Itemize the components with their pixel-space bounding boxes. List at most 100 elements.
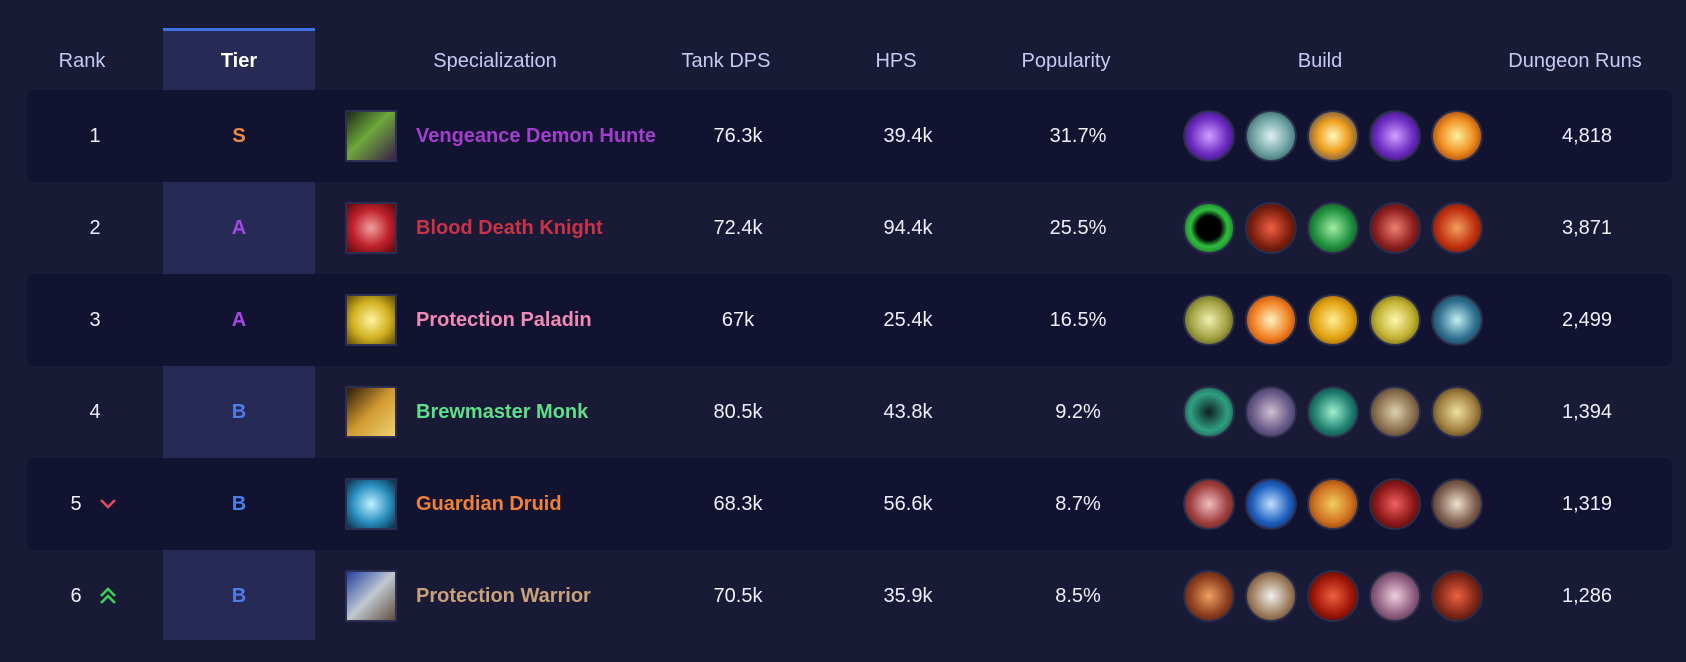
table-row[interactable]: 5 B Guardian Druid 68.3k 56.6k 8.7% 1,319 [27, 458, 1672, 550]
tank-dps-value: 68.3k [713, 492, 763, 515]
dungeon-runs-value: 1,319 [1561, 492, 1613, 515]
spell-burst-icon[interactable] [1307, 110, 1359, 162]
header-specialization[interactable]: Specialization [433, 50, 557, 72]
dungeon-runs-value: 2,499 [1561, 308, 1613, 331]
hps-value: 94.4k [883, 216, 933, 239]
table-row[interactable]: 3 A Protection Paladin 67k 25.4k 16.5% 2,499 [27, 274, 1672, 366]
holy-lion-icon[interactable] [1183, 294, 1235, 346]
jade-serpent-icon[interactable] [1307, 386, 1359, 438]
dark-elf-icon[interactable] [1369, 570, 1421, 622]
star-monk-icon[interactable] [1431, 386, 1483, 438]
jade-swirl-icon[interactable] [1183, 386, 1235, 438]
specialization-name[interactable]: Vengeance Demon Hunter [416, 124, 656, 147]
popularity-value: 31.7% [1049, 124, 1107, 147]
tank-dps-value: 70.5k [713, 584, 763, 607]
war-shout-icon[interactable] [1183, 570, 1235, 622]
protection-paladin-icon [345, 294, 397, 346]
rank-cell: 2 [27, 182, 163, 274]
header-popularity[interactable]: Popularity [1021, 50, 1111, 72]
shield-wall-icon[interactable] [1245, 570, 1297, 622]
green-portal-icon[interactable] [1183, 202, 1235, 254]
popularity-value: 25.5% [1049, 216, 1107, 239]
soul-sphere-icon[interactable] [1183, 110, 1235, 162]
blood-death-knight-icon [345, 202, 397, 254]
green-ghoul-icon[interactable] [1307, 202, 1359, 254]
vengeance-demon-hunter-icon [345, 110, 397, 162]
specialization-cell[interactable]: Blood Death Knight [345, 182, 685, 274]
table-row[interactable]: 4 B Brewmaster Monk 80.5k 43.8k 9.2% 1,394 [27, 366, 1672, 458]
table-row[interactable]: 6 B Protection Warrior 70.5k 35.9k 8.5% 1,286 [27, 550, 1672, 642]
golden-helm-icon[interactable] [1369, 294, 1421, 346]
bandaged-fist-icon[interactable] [1245, 386, 1297, 438]
header-tier[interactable]: Tier [220, 50, 258, 72]
stone-ox-icon[interactable] [1369, 386, 1421, 438]
specialization-name[interactable]: Brewmaster Monk [416, 400, 589, 423]
skull-mask-icon[interactable] [1245, 110, 1297, 162]
trend-down-icon [98, 497, 124, 511]
moonfire-icon[interactable] [1245, 478, 1297, 530]
header-tank-dps[interactable]: Tank DPS [681, 50, 771, 72]
red-bear-icon[interactable] [1369, 478, 1421, 530]
bear-claw-icon[interactable] [1431, 478, 1483, 530]
dungeon-runs-value: 1,286 [1561, 584, 1613, 607]
blood-skull-icon[interactable] [1245, 202, 1297, 254]
tier-badge: A [231, 308, 247, 331]
blood-blade-icon[interactable] [1369, 202, 1421, 254]
rank-cell: 5 [27, 458, 163, 550]
tier-badge: A [231, 216, 247, 239]
tank-dps-value: 67k [721, 308, 755, 331]
build-icons [1183, 90, 1513, 182]
tier-badge: B [231, 400, 247, 423]
lava-demon-icon[interactable] [1431, 570, 1483, 622]
hps-value: 25.4k [883, 308, 933, 331]
specialization-name[interactable]: Blood Death Knight [416, 216, 603, 239]
popularity-value: 16.5% [1049, 308, 1107, 331]
header-dungeon-runs[interactable]: Dungeon Runs [1508, 50, 1642, 72]
rank-number: 1 [89, 124, 101, 147]
frost-dragon-icon[interactable] [1431, 294, 1483, 346]
blood-rune-icon[interactable] [1431, 202, 1483, 254]
table-row[interactable]: 1 S Vengeance Demon Hunter 76.3k 39.4k 31.7% 4… [27, 90, 1672, 182]
protection-warrior-icon [345, 570, 397, 622]
specialization-name[interactable]: Protection Paladin [416, 308, 592, 331]
build-icons [1183, 366, 1513, 458]
rank-number: 3 [89, 308, 101, 331]
claw-rip-icon[interactable] [1183, 478, 1235, 530]
brewmaster-monk-icon [345, 386, 397, 438]
specialization-name[interactable]: Guardian Druid [416, 492, 562, 515]
dungeon-runs-value: 4,818 [1561, 124, 1613, 147]
header-hps[interactable]: HPS [875, 50, 917, 72]
specialization-cell[interactable]: Protection Paladin [345, 274, 685, 366]
tier-badge: B [231, 492, 247, 515]
popularity-value: 8.5% [1055, 584, 1101, 607]
popularity-value: 8.7% [1055, 492, 1101, 515]
specialization-cell[interactable]: Brewmaster Monk [345, 366, 685, 458]
hps-value: 39.4k [883, 124, 933, 147]
red-moon-icon[interactable] [1307, 570, 1359, 622]
fire-claw-icon[interactable] [1431, 110, 1483, 162]
specialization-name[interactable]: Protection Warrior [416, 584, 591, 607]
specialization-cell[interactable]: Vengeance Demon Hunter [345, 90, 685, 182]
hps-value: 35.9k [883, 584, 933, 607]
tank-dps-value: 72.4k [713, 216, 763, 239]
specialization-cell[interactable]: Guardian Druid [345, 458, 685, 550]
bear-totem-icon[interactable] [1307, 478, 1359, 530]
rank-cell: 6 [27, 550, 163, 642]
holy-guardian-icon[interactable] [1307, 294, 1359, 346]
dungeon-runs-value: 1,394 [1561, 400, 1613, 423]
hps-value: 56.6k [883, 492, 933, 515]
table-row[interactable]: 2 A Blood Death Knight 72.4k 94.4k 25.5% 3,871 [27, 182, 1672, 274]
popularity-value: 9.2% [1055, 400, 1101, 423]
specialization-cell[interactable]: Protection Warrior [345, 550, 685, 642]
rank-cell: 4 [27, 366, 163, 458]
soul-sphere-icon[interactable] [1369, 110, 1421, 162]
rank-cell: 1 [27, 90, 163, 182]
holy-fire-icon[interactable] [1245, 294, 1297, 346]
rank-number: 5 [70, 492, 82, 515]
build-icons [1183, 550, 1513, 642]
header-rank[interactable]: Rank [58, 50, 106, 72]
guardian-druid-icon [345, 478, 397, 530]
dungeon-runs-value: 3,871 [1561, 216, 1613, 239]
rank-number: 2 [89, 216, 101, 239]
rank-cell: 3 [27, 274, 163, 366]
